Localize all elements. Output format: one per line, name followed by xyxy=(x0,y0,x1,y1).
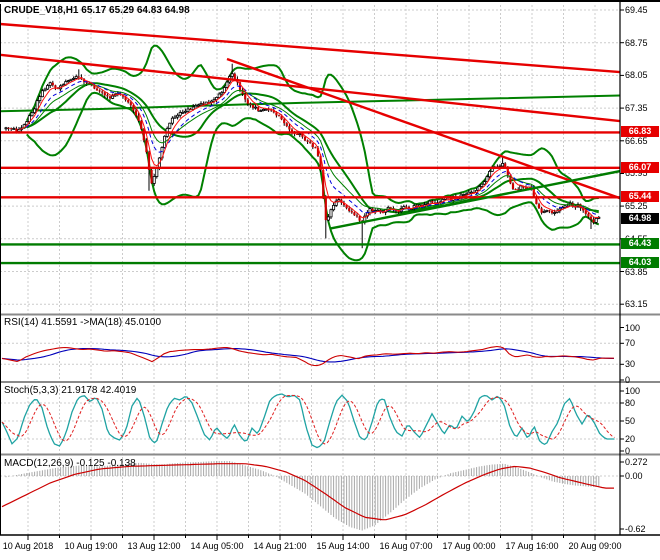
price-tick-label: 69.45 xyxy=(625,5,648,15)
time-tick-label: 15 Aug 14:00 xyxy=(316,541,370,551)
price-level-badge: 65.44 xyxy=(621,191,659,202)
price-tick-label: 65.95 xyxy=(625,168,648,178)
price-tick-label: 68.75 xyxy=(625,38,648,48)
stoch-tick-label: 80 xyxy=(625,398,636,408)
price-level-badge: 64.03 xyxy=(621,257,659,268)
current-price-badge: 64.98 xyxy=(621,213,659,224)
time-tick-label: 10 Aug 19:00 xyxy=(64,541,118,551)
rsi-tick-label: 100 xyxy=(625,323,641,333)
price-tick-label: 67.35 xyxy=(625,103,648,113)
stoch-tick-label: 0 xyxy=(625,446,631,456)
macd-tick-label: -0.62 xyxy=(625,524,646,534)
chart-title: CRUDE_V18,H1 65.17 65.29 64.83 64.98 xyxy=(4,5,190,16)
macd-tick-label: 0.00 xyxy=(625,471,643,481)
time-tick-label: 10 Aug 2018 xyxy=(2,541,54,551)
time-tick-label: 17 Aug 00:00 xyxy=(442,541,496,551)
macd-tick-label: 0.272 xyxy=(625,457,648,467)
price-tick-label: 68.05 xyxy=(625,70,648,80)
time-tick-label: 14 Aug 05:00 xyxy=(190,541,244,551)
time-tick-label: 16 Aug 07:00 xyxy=(379,541,433,551)
stoch-tick-label: 20 xyxy=(625,434,636,444)
price-level-badge: 66.07 xyxy=(621,162,659,173)
stoch-pane-label: Stoch(5,3,3) 21.9178 42.4019 xyxy=(4,385,137,396)
time-tick-label: 13 Aug 12:00 xyxy=(127,541,181,551)
price-tick-label: 63.15 xyxy=(625,299,648,309)
rsi-tick-label: 70 xyxy=(625,338,636,348)
rsi-pane-label: RSI(14) 41.5591 ->MA(18) 45.0100 xyxy=(4,317,162,328)
price-tick-label: 65.25 xyxy=(625,201,648,211)
stoch-tick-label: 100 xyxy=(625,386,641,396)
price-level-badge: 64.43 xyxy=(621,238,659,249)
macd-pane-label: MACD(12,26,9) -0.125 -0.138 xyxy=(4,458,136,469)
time-tick-label: 14 Aug 21:00 xyxy=(253,541,307,551)
stoch-tick-label: 50 xyxy=(625,416,636,426)
price-level-badge: 66.83 xyxy=(621,126,659,137)
time-tick-label: 20 Aug 09:00 xyxy=(568,541,622,551)
time-tick-label: 17 Aug 16:00 xyxy=(505,541,559,551)
price-tick-label: 63.85 xyxy=(625,267,648,277)
rsi-tick-label: 0 xyxy=(625,375,631,385)
rsi-tick-label: 30 xyxy=(625,359,636,369)
price-tick-label: 66.65 xyxy=(625,136,648,146)
